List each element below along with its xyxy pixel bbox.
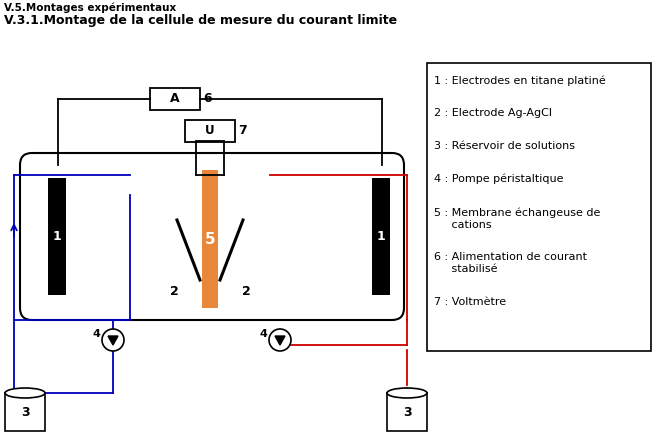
- Text: 7: 7: [238, 125, 247, 137]
- Bar: [387, 393, 427, 431]
- Bar: [5, 393, 45, 431]
- Text: 2: 2: [170, 285, 178, 298]
- Circle shape: [102, 329, 124, 351]
- Ellipse shape: [5, 388, 45, 398]
- Text: 1 : Electrodes en titane platiné: 1 : Electrodes en titane platiné: [434, 75, 605, 85]
- Text: 3: 3: [21, 405, 30, 419]
- Text: 1: 1: [52, 230, 62, 243]
- Bar: [202, 170, 218, 308]
- Bar: [427, 63, 651, 351]
- Text: 2 : Electrode Ag-AgCl: 2 : Electrode Ag-AgCl: [434, 108, 552, 118]
- Bar: [48, 178, 66, 295]
- Text: 4: 4: [92, 329, 100, 339]
- Text: V.3.1.Montage de la cellule de mesure du courant limite: V.3.1.Montage de la cellule de mesure du…: [4, 14, 397, 27]
- Text: V.5.Montages expérimentaux: V.5.Montages expérimentaux: [4, 3, 176, 14]
- Bar: [150, 88, 200, 110]
- Polygon shape: [108, 336, 118, 345]
- Text: 1: 1: [377, 230, 385, 243]
- Text: 2: 2: [241, 285, 251, 298]
- Text: A: A: [170, 92, 180, 106]
- Text: 5: 5: [205, 232, 215, 246]
- FancyBboxPatch shape: [20, 153, 404, 320]
- Bar: [372, 178, 390, 295]
- Text: U: U: [205, 125, 215, 137]
- Text: 4 : Pompe péristaltique: 4 : Pompe péristaltique: [434, 174, 564, 184]
- Text: 4: 4: [259, 329, 267, 339]
- Text: 3 : Réservoir de solutions: 3 : Réservoir de solutions: [434, 141, 575, 151]
- Text: 5 : Membrane échangeuse de
     cations: 5 : Membrane échangeuse de cations: [434, 207, 600, 230]
- Ellipse shape: [387, 388, 427, 398]
- Text: 3: 3: [403, 405, 411, 419]
- Text: 6: 6: [203, 92, 212, 106]
- Text: 7 : Voltmètre: 7 : Voltmètre: [434, 297, 506, 307]
- Circle shape: [269, 329, 291, 351]
- Bar: [185, 120, 235, 142]
- Polygon shape: [275, 336, 285, 345]
- Text: 6 : Alimentation de courant
     stabilisé: 6 : Alimentation de courant stabilisé: [434, 252, 587, 274]
